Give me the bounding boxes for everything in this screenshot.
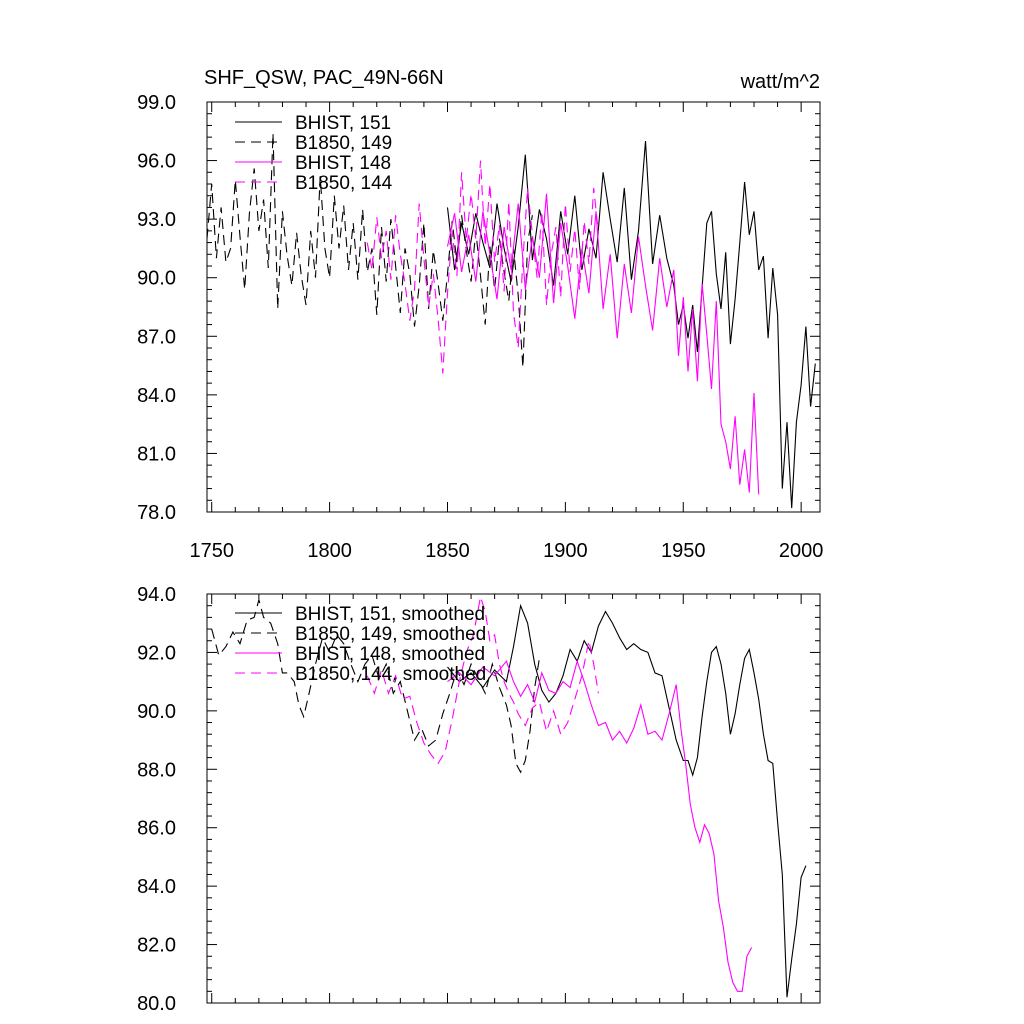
y-tick-label: 90.0 — [137, 268, 176, 290]
series-line-b1850-149 — [206, 133, 533, 368]
series-line-b1850-144 — [366, 160, 599, 374]
x-tick-label: 1800 — [307, 540, 352, 562]
x-tick-label: 1950 — [661, 540, 706, 562]
bottom-plot-area: 80.0 82.0 84.0 86.0 88.0 90.0 92.0 94.0 — [137, 584, 821, 1015]
y-tick-label: 86.0 — [137, 818, 176, 840]
y-tick-label: 92.0 — [137, 642, 176, 664]
top-panel-units: watt/m^2 — [740, 71, 820, 93]
x-tick-label: 1750 — [189, 540, 234, 562]
y-tick-label: 82.0 — [137, 935, 176, 957]
legend-label: B1850, 144, smoothed — [295, 664, 486, 685]
x-tick-label: 1900 — [543, 540, 588, 562]
series-line-bhist-151 — [446, 140, 816, 509]
legend-label: BHIST, 151, smoothed — [295, 604, 485, 625]
series-line-bhist-148 — [446, 193, 760, 495]
legend-label: BHIST, 148, smoothed — [295, 644, 485, 665]
series-line-bhist-148-smoothed — [447, 659, 753, 992]
plot-frame — [206, 593, 821, 1004]
x-tick-label: 2000 — [779, 540, 824, 562]
y-tick-label: 81.0 — [137, 443, 176, 465]
y-tick-label: 84.0 — [137, 876, 176, 898]
y-tick-label: 80.0 — [137, 993, 176, 1015]
y-tick-label: 93.0 — [137, 209, 176, 231]
plot-frame — [206, 101, 821, 513]
legend-label: B1850, 149 — [295, 133, 392, 154]
y-tick-label: 90.0 — [137, 701, 176, 723]
series-line-bhist-151-smoothed — [447, 603, 807, 998]
series-line-b1850-144-smoothed — [366, 596, 599, 765]
top-panel: SHF_QSW, PAC_49N-66N watt/m^2 78.0 81.0 84… — [137, 67, 823, 562]
y-tick-label: 87.0 — [137, 326, 176, 348]
x-tick-label: 1850 — [425, 540, 470, 562]
y-tick-label: 88.0 — [137, 759, 176, 781]
series-line-b1850-149-smoothed — [211, 597, 540, 774]
legend-label: B1850, 144 — [295, 173, 393, 194]
y-tick-label: 84.0 — [137, 385, 176, 407]
top-plot-area: 78.0 81.0 84.0 87.0 90.0 93.0 96.0 99.0 1750 1800… — [137, 92, 823, 562]
bottom-panel: 80.0 82.0 84.0 86.0 88.0 90.0 92.0 94.0 BHIST, … — [137, 584, 821, 1015]
y-tick-label: 96.0 — [137, 151, 176, 173]
legend-label: BHIST, 148 — [295, 153, 391, 174]
top-panel-title: SHF_QSW, PAC_49N-66N — [204, 67, 444, 89]
y-tick-label: 94.0 — [137, 584, 176, 606]
legend-label: BHIST, 151 — [295, 113, 391, 134]
y-tick-label: 78.0 — [137, 502, 176, 524]
legend-label: B1850, 149, smoothed — [295, 624, 486, 645]
y-tick-label: 99.0 — [137, 92, 176, 114]
